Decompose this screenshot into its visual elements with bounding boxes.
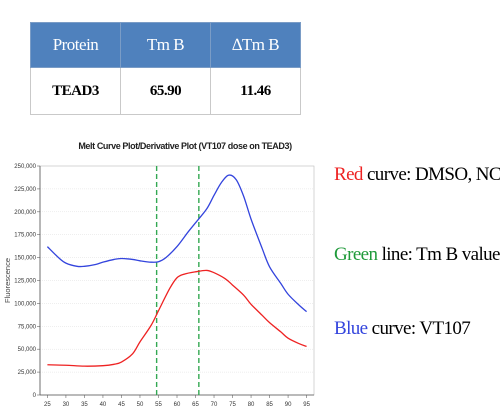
note-blue-word: Blue [334,318,368,339]
cell-delta-tm-b: 11.46 [210,67,301,115]
y-tick-label: 225,000 [14,187,36,193]
x-tick-label: 75 [229,402,236,408]
note-green-line: Green line: Tm B value [334,244,500,266]
cell-protein: TEAD3 [30,67,121,115]
y-tick-label: 75,000 [18,324,37,330]
x-tick-label: 50 [137,402,144,408]
table-row: TEAD3 65.90 11.46 [30,67,301,115]
note-blue-text: curve: VT107 [367,318,471,339]
x-tick-label: 35 [81,402,88,408]
header-tm-b: Tm B [120,22,211,68]
y-tick-label: 125,000 [14,279,36,285]
x-tick-label: 25 [44,402,51,408]
header-delta-tm-b: ∆Tm B [210,22,301,68]
y-tick-label: 100,000 [14,301,36,307]
melt-chart: 0 25,000 50,000 75,000 100,000 125,000 150,000… [3,164,315,408]
chart-title: Melt Curve Plot/Derivative Plot (VT107 d… [78,141,292,151]
y-tick-label: 25,000 [18,370,37,376]
x-tick-label: 45 [118,402,125,408]
note-green-word: Green [334,244,378,265]
y-tick-label: 0 [33,393,37,399]
x-tick-label: 95 [303,402,310,408]
tm-table: Protein Tm B ∆Tm B TEAD3 65.90 11.46 [30,22,301,115]
x-tick-label: 80 [248,402,255,408]
cell-tm-b: 65.90 [120,67,211,115]
y-tick-label: 150,000 [14,256,36,262]
y-tick-label: 50,000 [18,347,37,353]
blue-series-line [46,174,308,313]
note-blue-curve: Blue curve: VT107 [334,318,471,340]
x-tick-label: 70 [211,402,218,408]
y-tick-label: 200,000 [14,210,36,216]
x-tick-label: 60 [174,402,181,408]
red-series-line [47,269,307,367]
note-green-text: line: Tm B value [377,244,500,265]
x-tick-label: 90 [285,402,292,408]
table-header-row: Protein Tm B ∆Tm B [30,22,301,68]
x-tick-label: 65 [192,402,199,408]
note-red-word: Red [334,164,363,185]
x-tick-label: 30 [63,402,70,408]
y-tick-label: 250,000 [14,164,36,170]
x-tick-label: 55 [155,402,162,408]
header-protein: Protein [30,22,121,68]
y-axis-label: Fluorescence [3,258,12,303]
x-tick-label: 40 [100,402,107,408]
note-red-curve: Red curve: DMSO, NC [334,164,500,186]
y-tick-label: 175,000 [14,233,36,239]
x-tick-label: 85 [266,402,273,408]
note-red-text: curve: DMSO, NC [362,164,500,185]
